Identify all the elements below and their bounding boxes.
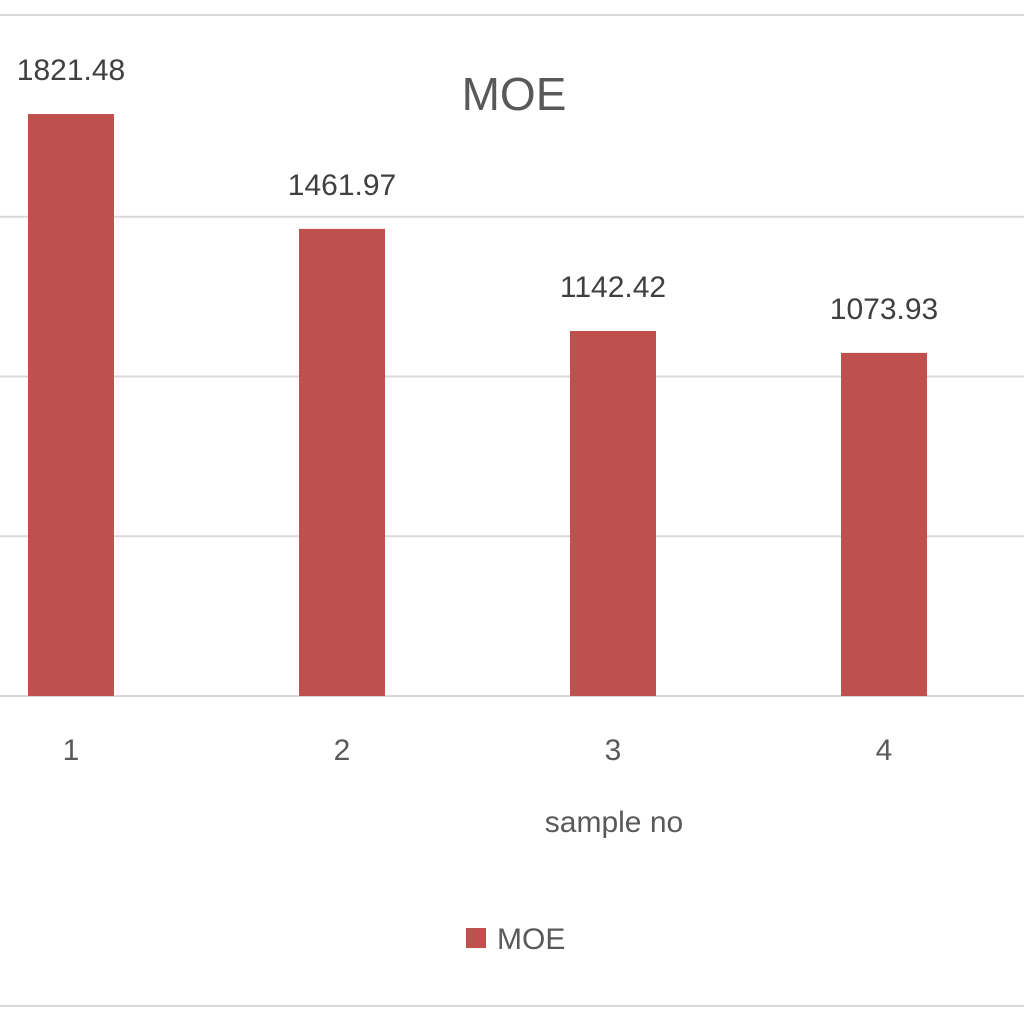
x-axis-title: sample no bbox=[545, 806, 683, 839]
legend-swatch bbox=[466, 928, 486, 948]
x-tick-label-4: 4 bbox=[876, 734, 893, 767]
legend-label: MOE bbox=[497, 923, 565, 956]
bar-4 bbox=[841, 352, 927, 696]
chart-title: MOE bbox=[462, 68, 567, 120]
data-label-3: 1142.42 bbox=[560, 271, 666, 304]
data-labels: 1821.48 1461.97 1142.42 1073.93 bbox=[17, 54, 938, 326]
data-label-4: 1073.93 bbox=[830, 293, 938, 326]
x-tick-labels: 1 2 3 4 bbox=[63, 734, 893, 767]
legend: MOE bbox=[466, 923, 565, 956]
bar-1 bbox=[28, 114, 114, 697]
x-tick-label-3: 3 bbox=[605, 734, 622, 767]
data-label-1: 1821.48 bbox=[17, 54, 125, 87]
bar-3 bbox=[570, 330, 656, 696]
data-label-2: 1461.97 bbox=[288, 169, 396, 202]
x-tick-label-1: 1 bbox=[63, 734, 80, 767]
x-tick-label-2: 2 bbox=[334, 734, 351, 767]
bars bbox=[28, 114, 927, 697]
bar-2 bbox=[299, 228, 385, 697]
